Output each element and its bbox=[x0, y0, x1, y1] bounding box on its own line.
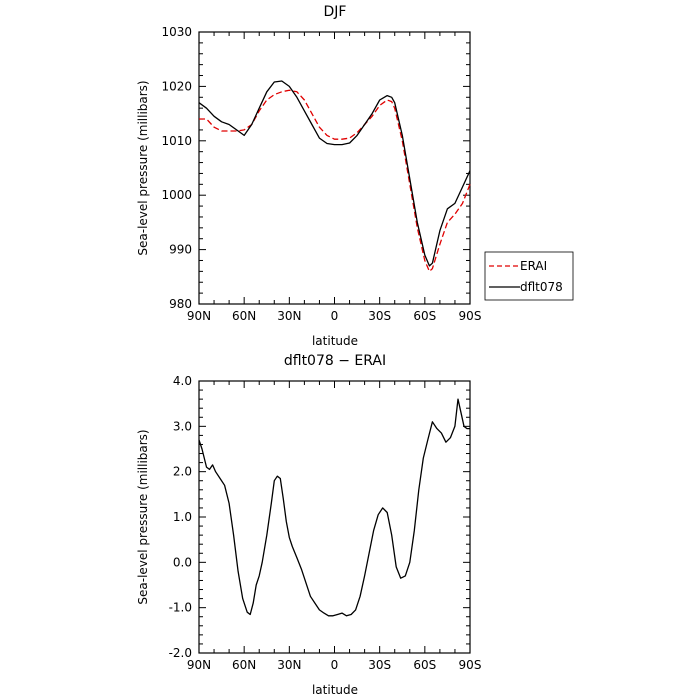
legend-label-dflt078: dflt078 bbox=[520, 280, 563, 294]
x-axis: 90N 60N 30N 0 30S 60S 90S bbox=[187, 32, 482, 323]
x-tick-label: 60N bbox=[232, 309, 256, 323]
x-tick-label: 30S bbox=[368, 658, 391, 672]
series-lines bbox=[198, 80, 471, 273]
y-axis-label: Sea-level pressure (millibars) bbox=[136, 429, 150, 604]
x-tick-label: 90N bbox=[187, 658, 211, 672]
y-tick-label: 3.0 bbox=[173, 419, 192, 433]
y-tick-label: 1000 bbox=[161, 188, 192, 202]
y-tick-label: 980 bbox=[169, 297, 192, 311]
x-tick-label: 90N bbox=[187, 309, 211, 323]
x-tick-label: 90S bbox=[459, 658, 482, 672]
chart-title: DJF bbox=[324, 4, 347, 20]
y-tick-label: 0.0 bbox=[173, 555, 192, 569]
y-axis: 980 990 1000 1010 1020 1030 bbox=[161, 25, 470, 311]
legend-box bbox=[484, 251, 574, 301]
y-tick-label: 1010 bbox=[161, 134, 192, 148]
x-axis-label: latitude bbox=[312, 683, 358, 697]
x-tick-label: 60S bbox=[413, 309, 436, 323]
x-tick-label: 60N bbox=[232, 658, 256, 672]
y-axis-label: Sea-level pressure (millibars) bbox=[136, 80, 150, 255]
y-tick-label: -1.0 bbox=[169, 601, 192, 615]
x-tick-label: 60S bbox=[413, 658, 436, 672]
y-tick-label: 990 bbox=[169, 243, 192, 257]
x-tick-label: 90S bbox=[459, 309, 482, 323]
y-tick-label: 1.0 bbox=[173, 510, 192, 524]
series-line-erai bbox=[199, 89, 471, 273]
x-tick-label: 30S bbox=[368, 309, 391, 323]
panel-djf: DJF 90N 60N 30N 0 30S 60S 90S 980 990 1000 1010 10… bbox=[136, 4, 574, 348]
y-tick-label: -2.0 bbox=[169, 646, 192, 660]
chart-title: dflt078 − ERAI bbox=[284, 353, 386, 369]
legend: ERAI dflt078 bbox=[484, 251, 574, 301]
plot-frame bbox=[198, 31, 471, 305]
y-tick-label: 2.0 bbox=[173, 465, 192, 479]
x-axis-label: latitude bbox=[312, 334, 358, 348]
x-axis: 90N 60N 30N 0 30S 60S 90S bbox=[187, 381, 482, 672]
legend-label-erai: ERAI bbox=[520, 259, 547, 273]
y-tick-label: 4.0 bbox=[173, 374, 192, 388]
panel-difference: dflt078 − ERAI 90N 60N 30N 0 30S 60S 90S -2.0-… bbox=[136, 353, 481, 697]
x-tick-label: 0 bbox=[331, 309, 339, 323]
series-line-difference bbox=[198, 398, 470, 617]
x-tick-label: 30N bbox=[277, 309, 301, 323]
series-lines bbox=[198, 398, 470, 617]
y-axis: -2.0 -1.0 0.0 1.0 2.0 3.0 4.0 bbox=[169, 374, 470, 660]
x-tick-label: 0 bbox=[331, 658, 339, 672]
plot-frame bbox=[198, 380, 471, 654]
y-tick-label: 1020 bbox=[161, 79, 192, 93]
series-line-dflt078 bbox=[198, 80, 471, 267]
y-tick-label: 1030 bbox=[161, 25, 192, 39]
x-tick-label: 30N bbox=[277, 658, 301, 672]
